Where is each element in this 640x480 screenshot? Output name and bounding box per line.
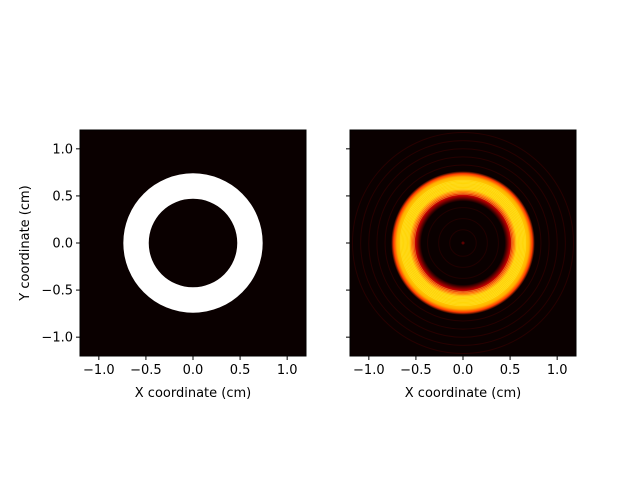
y-tick-label: 0.5 xyxy=(52,189,73,204)
annulus-shape xyxy=(123,173,263,313)
x-tick-label: −1.0 xyxy=(83,363,115,378)
outer-fringe xyxy=(368,148,558,338)
fringe-line xyxy=(414,194,512,292)
x-tick-label: −0.5 xyxy=(400,363,432,378)
fringe-line xyxy=(403,183,523,303)
fringe-line xyxy=(399,179,527,307)
x-axis-label: X coordinate (cm) xyxy=(135,386,251,401)
outer-fringe xyxy=(360,140,566,346)
y-ticks: −1.0 −0.5 0.0 0.5 1.0 xyxy=(41,142,80,346)
x-tick-label: 0.0 xyxy=(183,363,204,378)
fringe-line xyxy=(409,189,517,297)
x-tick-label: −0.5 xyxy=(130,363,162,378)
fringe-line xyxy=(405,185,521,301)
outer-fringe xyxy=(351,131,575,355)
inner-fringe xyxy=(438,218,488,268)
plot-background xyxy=(80,130,306,356)
fringe-line xyxy=(411,191,515,295)
x-tick-label: 0.0 xyxy=(453,363,474,378)
x-tick-label: 1.0 xyxy=(277,363,298,378)
y-tick-label: −0.5 xyxy=(41,284,73,299)
outer-fringe xyxy=(376,156,550,330)
x-ticks: −1.0 −0.5 0.0 0.5 1.0 xyxy=(353,356,568,378)
fringe-line xyxy=(402,182,524,304)
x-tick-label: 0.5 xyxy=(230,363,251,378)
fringe-line xyxy=(412,192,514,294)
y-tick-label: −1.0 xyxy=(41,331,73,346)
x-tick-label: 0.5 xyxy=(500,363,521,378)
x-tick-label: −1.0 xyxy=(353,363,385,378)
fringe-line xyxy=(401,181,525,305)
fringe-line xyxy=(406,186,520,300)
outer-fringe xyxy=(384,164,542,322)
center-spot xyxy=(461,241,465,245)
x-tick-label: 1.0 xyxy=(547,363,568,378)
panel-intensity: −1.0 −0.5 0.0 0.5 1.0 X coordinate (cm) xyxy=(346,129,577,401)
fringe-line xyxy=(407,187,519,299)
panel-aperture: −1.0 −0.5 0.0 0.5 1.0 −1.0 −0.5 0.0 0.5 1.0 X co… xyxy=(18,129,307,401)
y-ticks xyxy=(346,148,350,338)
y-axis-label: Y coordinate (cm) xyxy=(18,185,33,302)
intensity-ring xyxy=(351,131,575,355)
inner-fringe xyxy=(449,229,477,257)
y-tick-label: 1.0 xyxy=(52,142,73,157)
x-ticks: −1.0 −0.5 0.0 0.5 1.0 xyxy=(83,356,298,378)
y-tick-label: 0.0 xyxy=(52,237,73,252)
inner-fringe xyxy=(427,207,499,279)
x-axis-label: X coordinate (cm) xyxy=(405,386,521,401)
fringe-line xyxy=(410,190,516,296)
